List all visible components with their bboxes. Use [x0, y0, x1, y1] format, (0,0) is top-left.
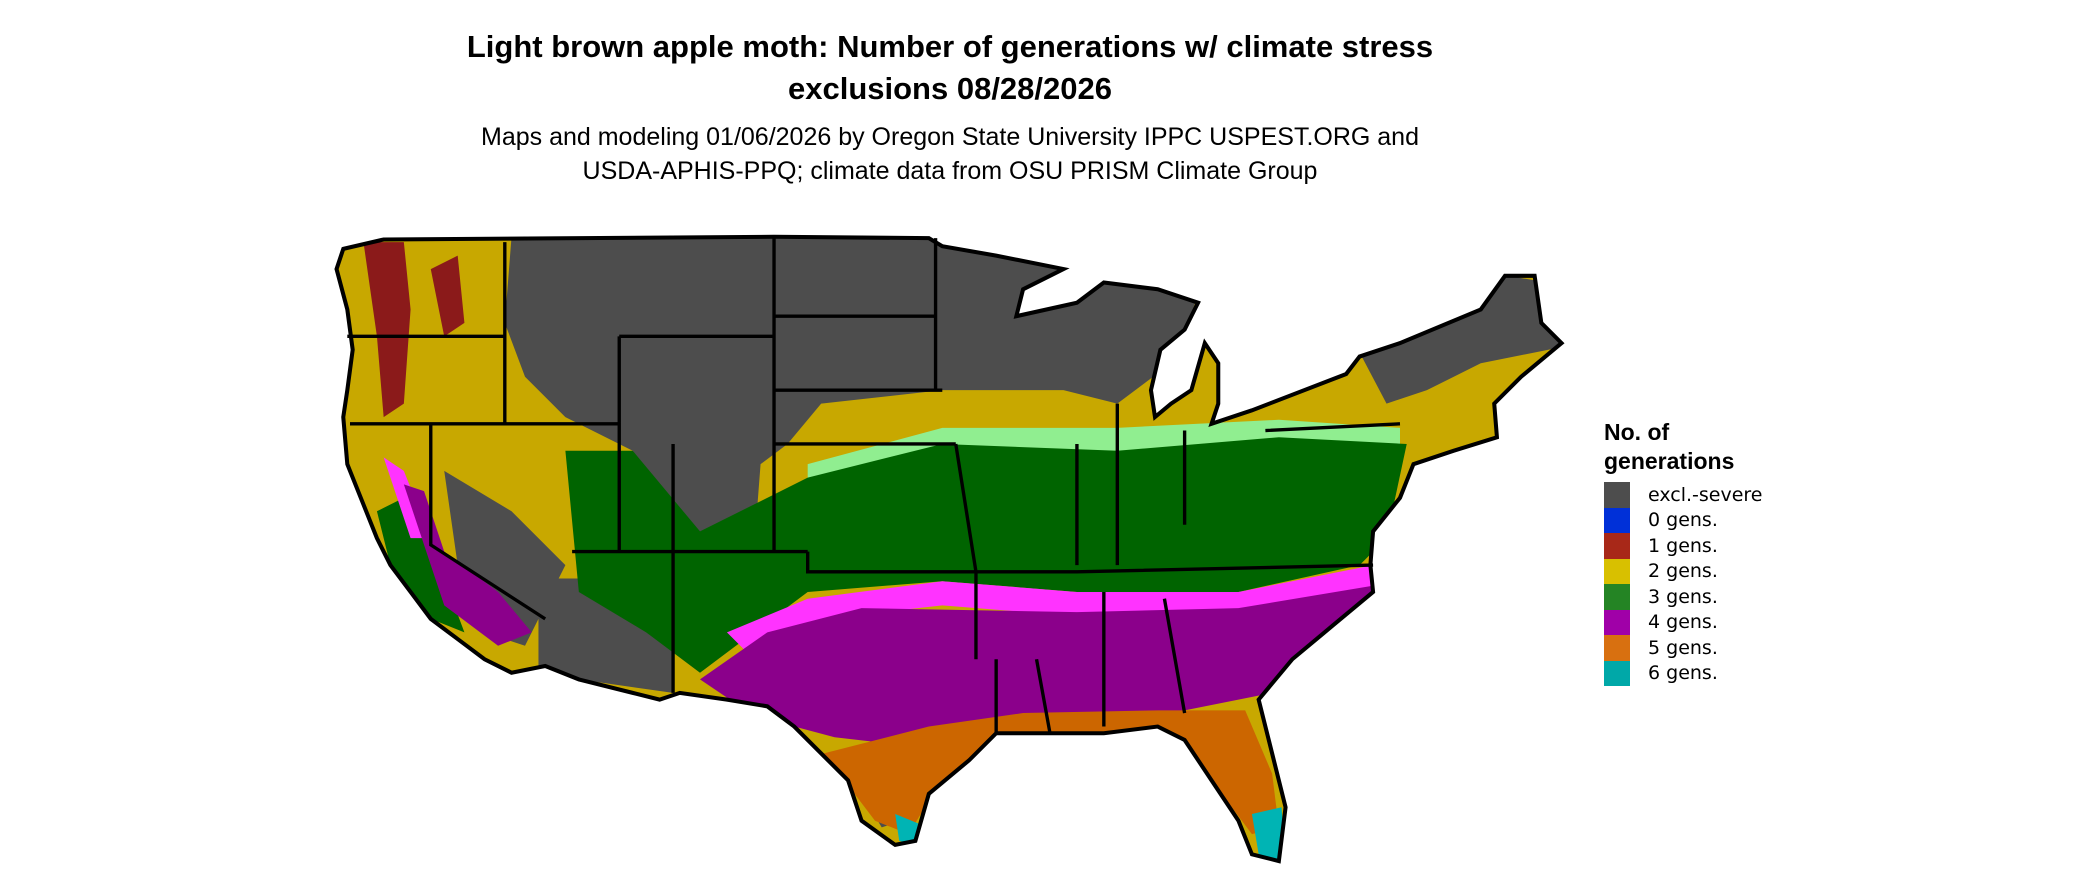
legend-label: excl.-severe [1648, 483, 1763, 506]
title-line-2: exclusions 08/28/2026 [787, 71, 1112, 106]
legend-label: 4 gens. [1648, 611, 1718, 634]
legend: No. of generations excl.-severe 0 gens. … [1604, 418, 1763, 686]
legend-swatch [1604, 660, 1630, 686]
legend-label: 6 gens. [1648, 662, 1718, 685]
legend-swatch [1604, 558, 1630, 584]
legend-label: 2 gens. [1648, 560, 1718, 583]
subtitle-line-2: USDA-APHIS-PPQ; climate data from OSU PR… [582, 157, 1318, 185]
zone-3-gens [376, 437, 1407, 673]
legend-item-0-gens: 0 gens. [1604, 507, 1763, 533]
zone-excluded-northeast [1359, 275, 1562, 404]
legend-item-5-gens: 5 gens. [1604, 635, 1763, 661]
title-line-1: Light brown apple moth: Number of genera… [466, 29, 1434, 64]
legend-swatch [1604, 584, 1630, 610]
legend-title-line-1: No. of [1604, 419, 1670, 445]
legend-title-line-2: generations [1604, 448, 1735, 474]
map-title: Light brown apple moth: Number of genera… [0, 26, 1900, 110]
map-subtitle: Maps and modeling 01/06/2026 by Oregon S… [0, 120, 1900, 188]
legend-swatch [1604, 507, 1630, 533]
legend-item-1-gens: 1 gens. [1604, 533, 1763, 559]
legend-item-2-gens: 2 gens. [1604, 558, 1763, 584]
legend-label: 5 gens. [1648, 636, 1718, 659]
zone-5-gens [823, 710, 1279, 835]
zone-1-gens-northwest [363, 242, 465, 418]
legend-item-excluded: excl.-severe [1604, 482, 1763, 508]
legend-item-6-gens: 6 gens. [1604, 660, 1763, 686]
legend-swatch [1604, 482, 1630, 508]
legend-label: 0 gens. [1648, 509, 1718, 532]
legend-title: No. of generations [1604, 418, 1763, 476]
subtitle-line-1: Maps and modeling 01/06/2026 by Oregon S… [481, 123, 1419, 151]
legend-item-3-gens: 3 gens. [1604, 584, 1763, 610]
legend-items: excl.-severe 0 gens. 1 gens. 2 gens. 3 g… [1604, 482, 1763, 686]
zone-4-gens [403, 484, 1376, 749]
legend-swatch [1604, 609, 1630, 635]
legend-swatch [1604, 635, 1630, 661]
legend-label: 1 gens. [1648, 534, 1718, 557]
legend-label: 3 gens. [1648, 585, 1718, 608]
zone-6-gens [895, 807, 1286, 862]
zone-4-gens-edge [383, 457, 1380, 660]
legend-swatch [1604, 533, 1630, 559]
state-borders [347, 236, 1401, 734]
legend-item-4-gens: 4 gens. [1604, 609, 1763, 635]
